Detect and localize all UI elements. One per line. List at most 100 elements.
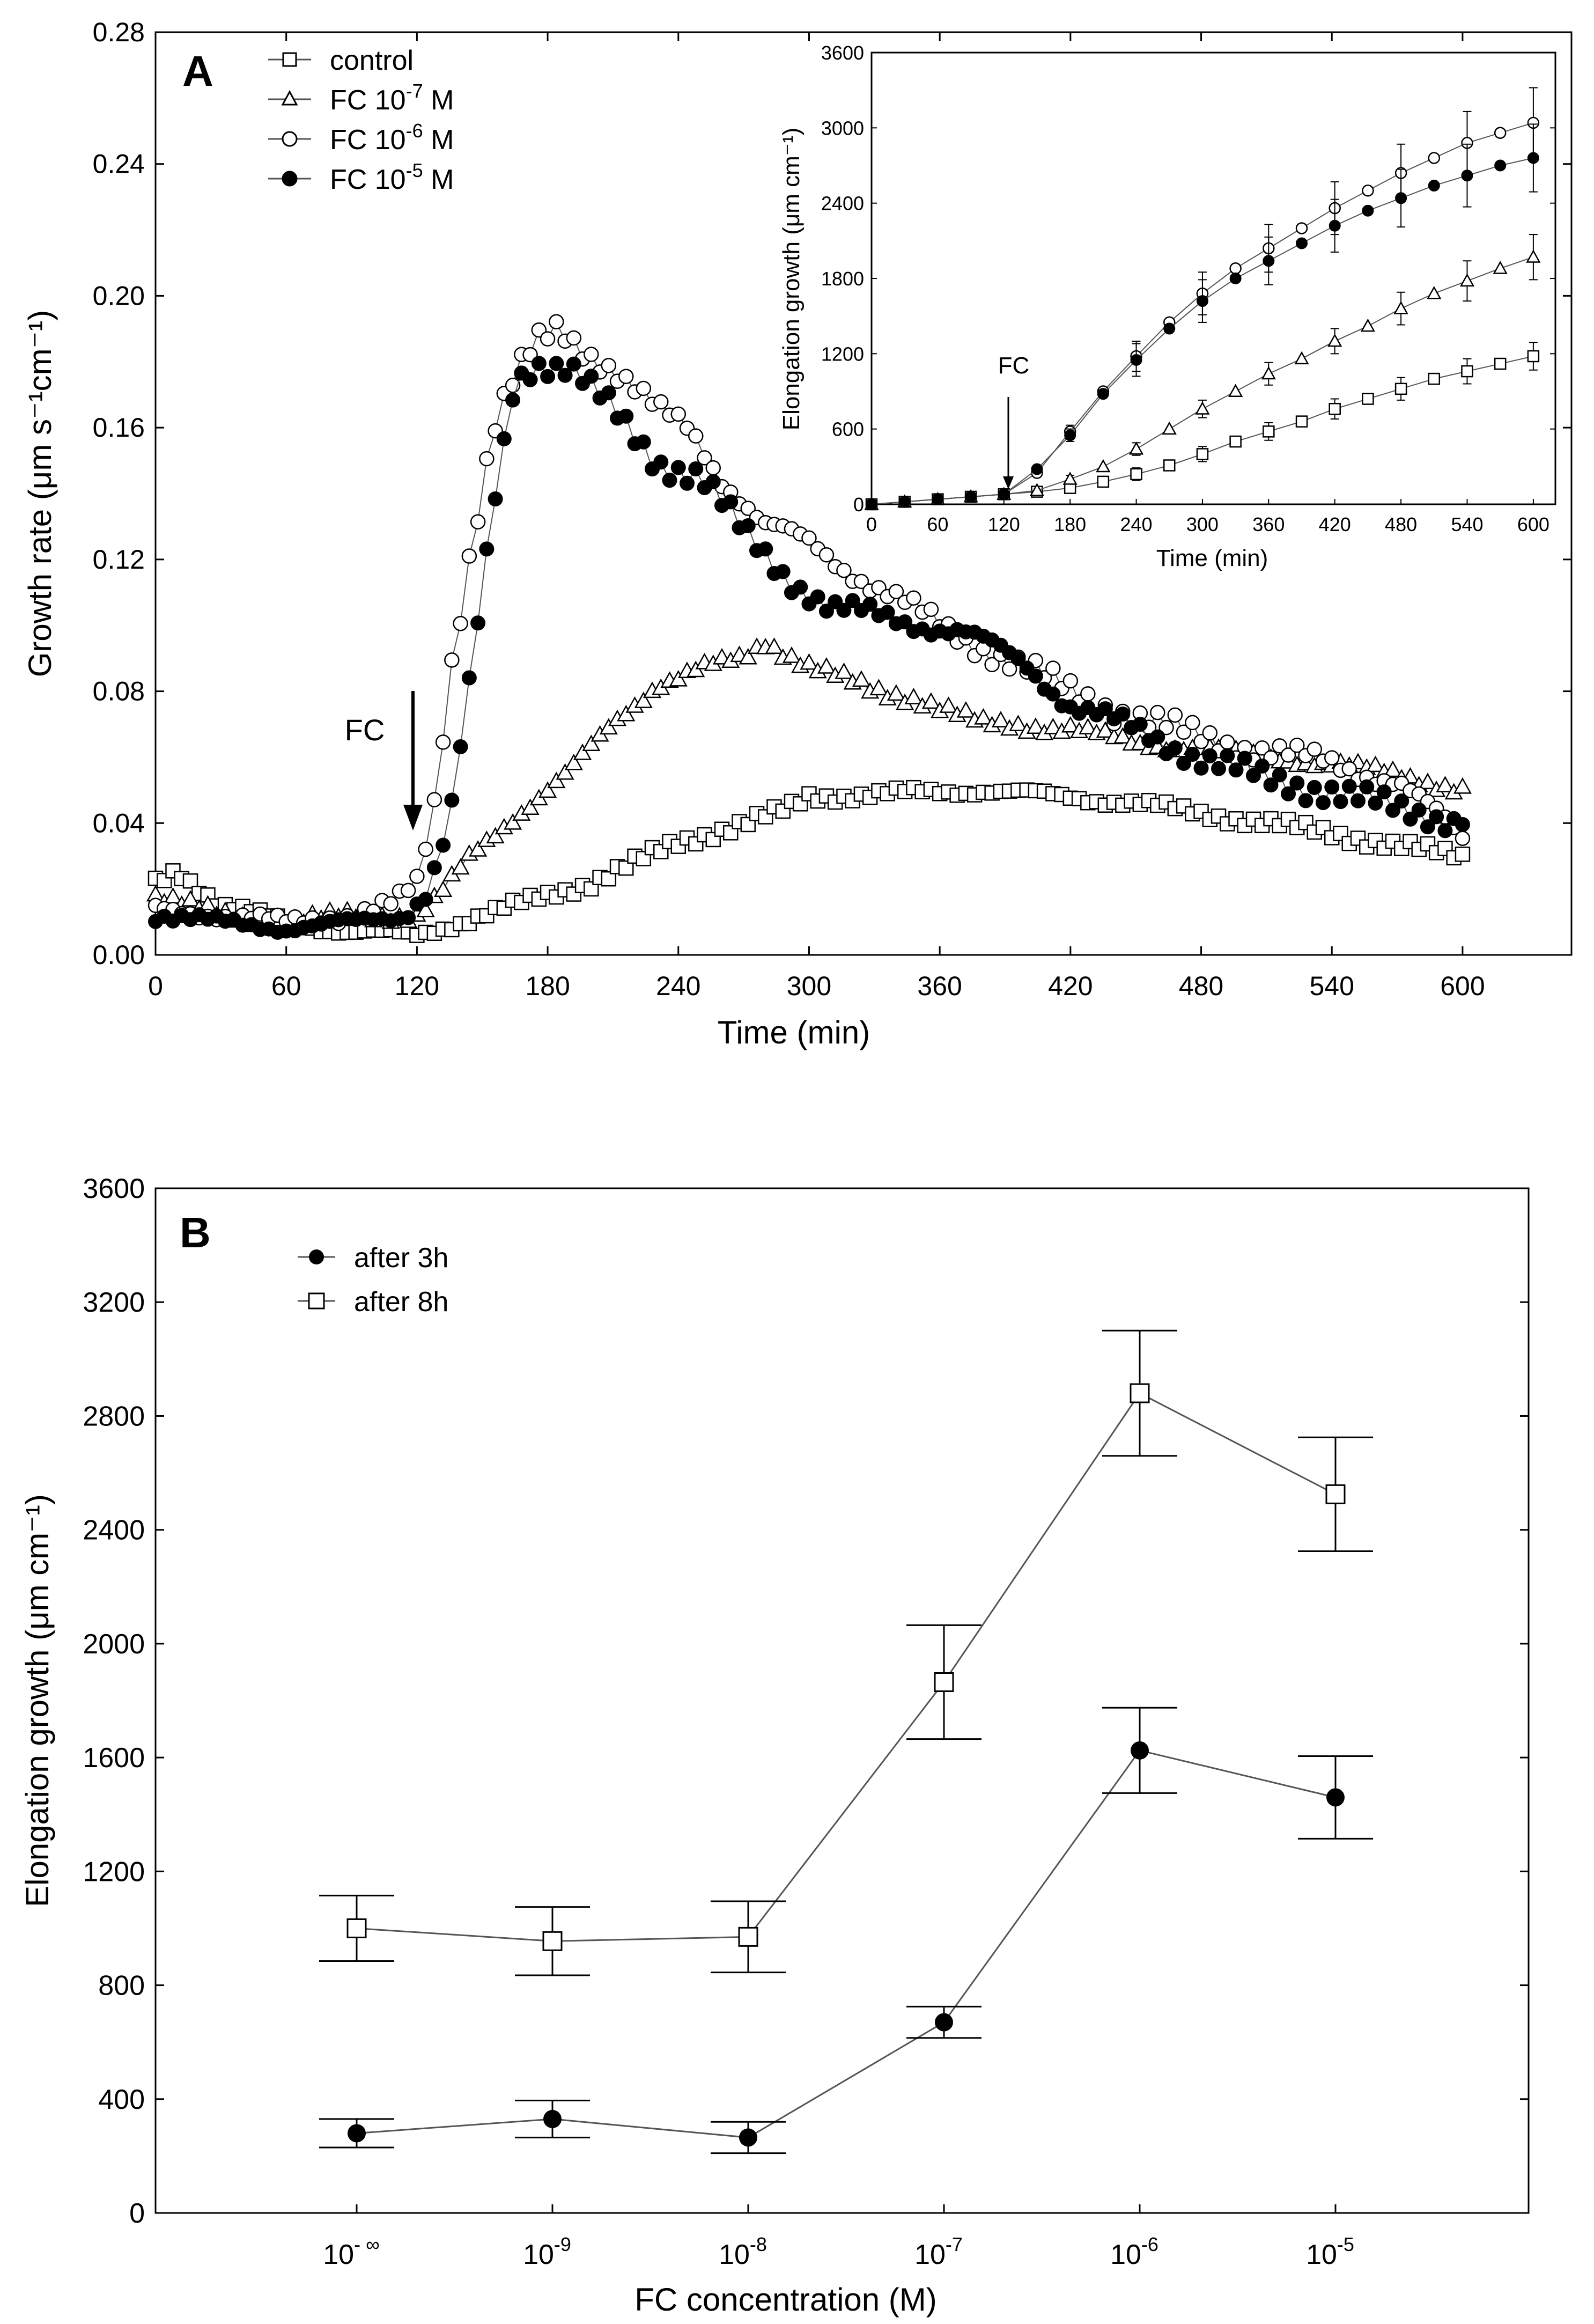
circle-filled-marker xyxy=(309,1249,324,1264)
circle-filled-marker xyxy=(636,434,651,450)
triangle-open-marker xyxy=(1026,717,1045,734)
legend-item-fc-1e-6: FC 10-6 M xyxy=(268,120,454,156)
square-open-marker xyxy=(1295,415,1308,428)
legend-label: after 8h xyxy=(354,1286,448,1318)
circle-filled-marker xyxy=(662,473,677,488)
circle-filled-marker xyxy=(810,589,825,605)
triangle-open-marker xyxy=(1493,261,1508,274)
y-tick-label: 1200 xyxy=(83,1856,145,1887)
y-tick-label: 800 xyxy=(98,1970,145,2002)
circle-open-marker xyxy=(1289,737,1305,753)
triangle-open-marker xyxy=(800,653,818,670)
circle-filled-marker xyxy=(601,385,616,401)
x-tick-label: 10-5 xyxy=(1306,2233,1354,2270)
circle-open-marker xyxy=(461,548,477,564)
square-open-marker xyxy=(308,1292,325,1310)
circle-open-marker xyxy=(688,428,704,444)
inset-x-tick-label: 360 xyxy=(1252,513,1285,535)
panel-b-letter: B xyxy=(180,1209,211,1256)
triangle-open-marker xyxy=(991,711,1010,727)
x-tick-label: 600 xyxy=(1440,971,1485,1001)
square-open-marker xyxy=(1394,383,1407,395)
triangle-open-marker xyxy=(1360,318,1376,332)
circle-filled-marker xyxy=(470,615,486,631)
circle-filled-marker xyxy=(866,498,877,510)
circle-filled-marker xyxy=(1362,204,1374,217)
circle-filled-marker xyxy=(1228,762,1244,778)
circle-open-marker xyxy=(1307,741,1322,757)
y-tick-label: 0.08 xyxy=(93,676,145,707)
circle-filled-marker xyxy=(1263,777,1279,793)
triangle-open-marker xyxy=(451,858,470,875)
triangle-open-marker xyxy=(669,670,688,687)
circle-open-marker xyxy=(470,514,486,529)
circle-open-marker xyxy=(836,562,852,578)
legend-label: FC 10-7 M xyxy=(330,80,454,116)
triangle-open-marker xyxy=(1327,333,1342,347)
circle-filled-marker xyxy=(1246,768,1261,783)
x-tick-label: 240 xyxy=(656,971,700,1001)
triangle-open-marker xyxy=(1029,483,1045,496)
circle-open-marker xyxy=(697,450,712,466)
panel-a-plot-area: 0 60 120 180 240 300 360 420 480 540 6000.000.040.… xyxy=(93,17,1573,1001)
circle-open-marker xyxy=(426,792,442,807)
circle-filled-marker xyxy=(1254,758,1270,774)
circle-filled-marker xyxy=(505,392,521,408)
square-open-marker xyxy=(1527,350,1540,363)
triangle-open-marker xyxy=(974,708,993,725)
panel-b: B 0 400 800 1200 1600 2000 2400 2800 3200 3600 10-… xyxy=(19,1173,1530,2318)
circle-open-marker xyxy=(453,615,468,631)
circle-open-marker xyxy=(888,584,904,599)
circle-open-marker xyxy=(1167,707,1183,723)
panel-a-fc-annotation: FC xyxy=(345,691,423,830)
circle-open-marker xyxy=(636,380,652,396)
legend-label: after 3h xyxy=(354,1242,448,1274)
circle-open-marker xyxy=(984,657,1000,673)
circle-filled-marker xyxy=(531,356,547,371)
circle-open-marker xyxy=(435,734,451,750)
square-open-marker xyxy=(1329,402,1341,415)
panel-b-axes: 0 400 800 1200 1600 2000 2400 2800 3200 3600 10- ∞… xyxy=(83,1173,1529,2270)
square-open-marker xyxy=(1325,1484,1346,1504)
circle-open-marker xyxy=(1202,725,1218,741)
panel-a: A 0 60 120 180 240 300 360 420 480 540 6000.000.04… xyxy=(22,17,1573,1050)
x-tick-label: 120 xyxy=(395,971,439,1001)
triangle-open-marker xyxy=(582,734,601,752)
x-tick-label: 540 xyxy=(1310,971,1354,1001)
panel-b-frame xyxy=(154,1187,1530,2214)
square-open-marker xyxy=(282,52,297,67)
circle-filled-marker xyxy=(479,541,495,557)
series-after-8h xyxy=(319,1329,1373,1976)
triangle-open-marker xyxy=(1459,273,1475,287)
circle-filled-marker xyxy=(1064,429,1076,442)
square-open-marker xyxy=(496,900,512,916)
triangle-open-marker xyxy=(434,880,453,897)
circle-filled-marker xyxy=(897,614,913,630)
circle-filled-marker xyxy=(653,454,669,470)
circle-open-marker xyxy=(1254,740,1270,756)
triangle-open-marker xyxy=(835,662,853,679)
circle-filled-marker xyxy=(680,475,695,491)
circle-open-marker xyxy=(1324,750,1340,766)
triangle-open-marker xyxy=(852,670,871,687)
inset-y-tick-label: 3000 xyxy=(821,117,864,139)
circle-filled-marker xyxy=(688,461,704,477)
legend-item-after-8h: after 8h xyxy=(298,1286,448,1318)
circle-filled-marker xyxy=(1350,793,1366,808)
square-open-marker xyxy=(346,1918,367,1938)
circle-open-marker xyxy=(1158,719,1174,736)
triangle-open-marker xyxy=(573,743,592,760)
circle-filled-marker xyxy=(543,2109,562,2128)
circle-filled-marker xyxy=(836,602,852,618)
inset-series xyxy=(864,87,1541,511)
square-open-marker xyxy=(601,871,617,887)
circle-filled-marker xyxy=(793,579,808,595)
circle-open-marker xyxy=(1185,715,1200,731)
circle-filled-marker xyxy=(584,369,599,384)
circle-filled-marker xyxy=(1193,760,1209,776)
circle-filled-marker xyxy=(1097,388,1109,400)
inset-x-tick-label: 60 xyxy=(927,513,948,535)
circle-filled-marker xyxy=(1211,761,1227,776)
y-tick-label: 3600 xyxy=(83,1173,145,1204)
